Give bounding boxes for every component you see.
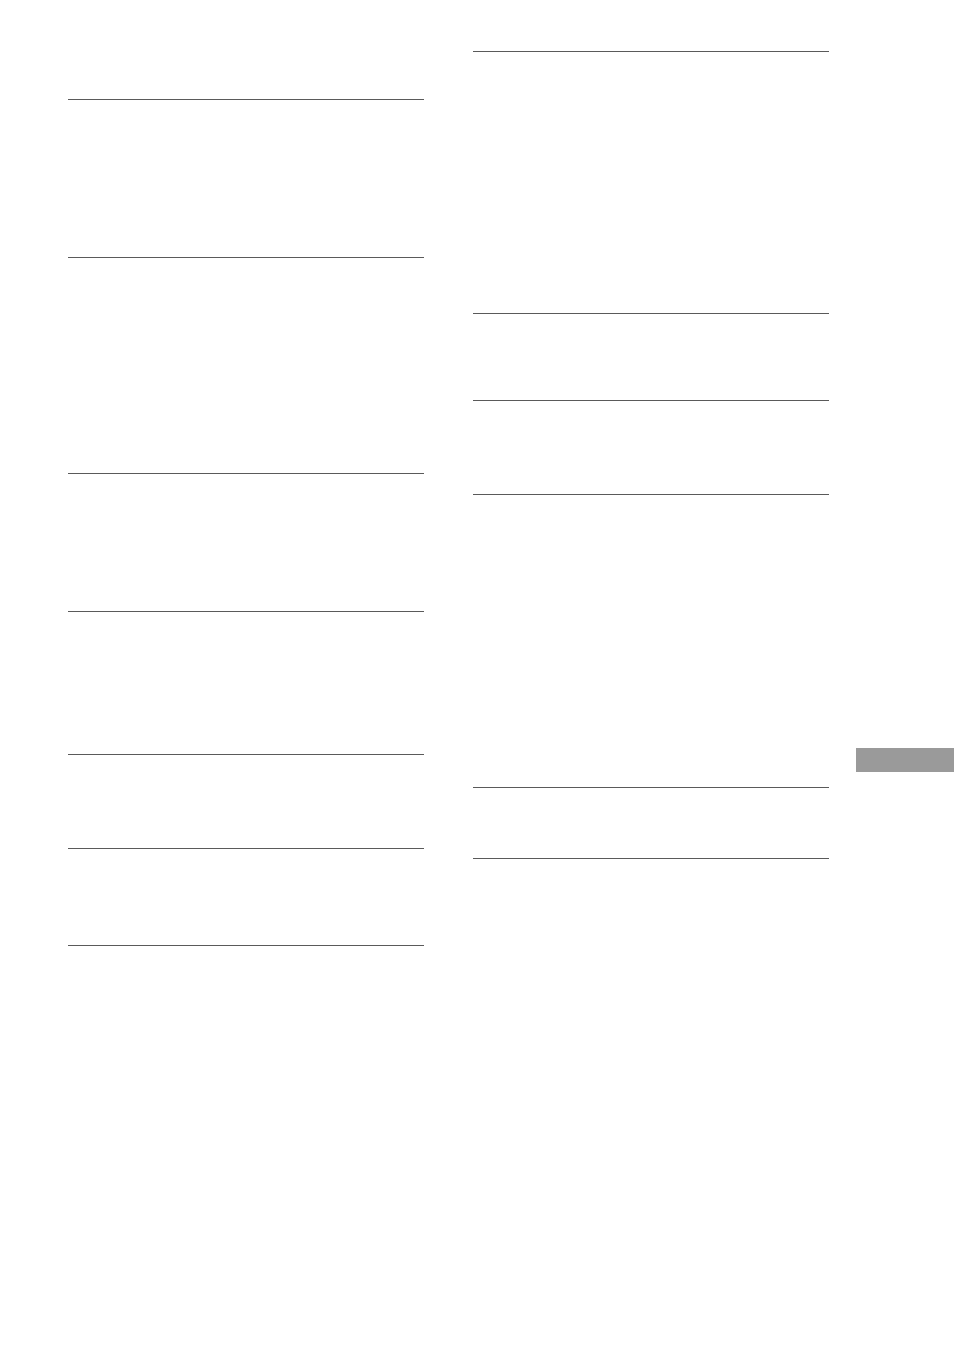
left-rule-2 xyxy=(68,473,424,474)
right-rule-0 xyxy=(473,51,829,52)
left-rule-5 xyxy=(68,848,424,849)
right-rule-1 xyxy=(473,313,829,314)
right-rule-4 xyxy=(473,787,829,788)
left-rule-1 xyxy=(68,257,424,258)
left-rule-4 xyxy=(68,754,424,755)
left-rule-6 xyxy=(68,945,424,946)
right-rule-2 xyxy=(473,400,829,401)
left-rule-3 xyxy=(68,611,424,612)
right-rule-5 xyxy=(473,858,829,859)
right-rule-3 xyxy=(473,494,829,495)
left-rule-0 xyxy=(68,99,424,100)
side-tab xyxy=(856,748,954,772)
